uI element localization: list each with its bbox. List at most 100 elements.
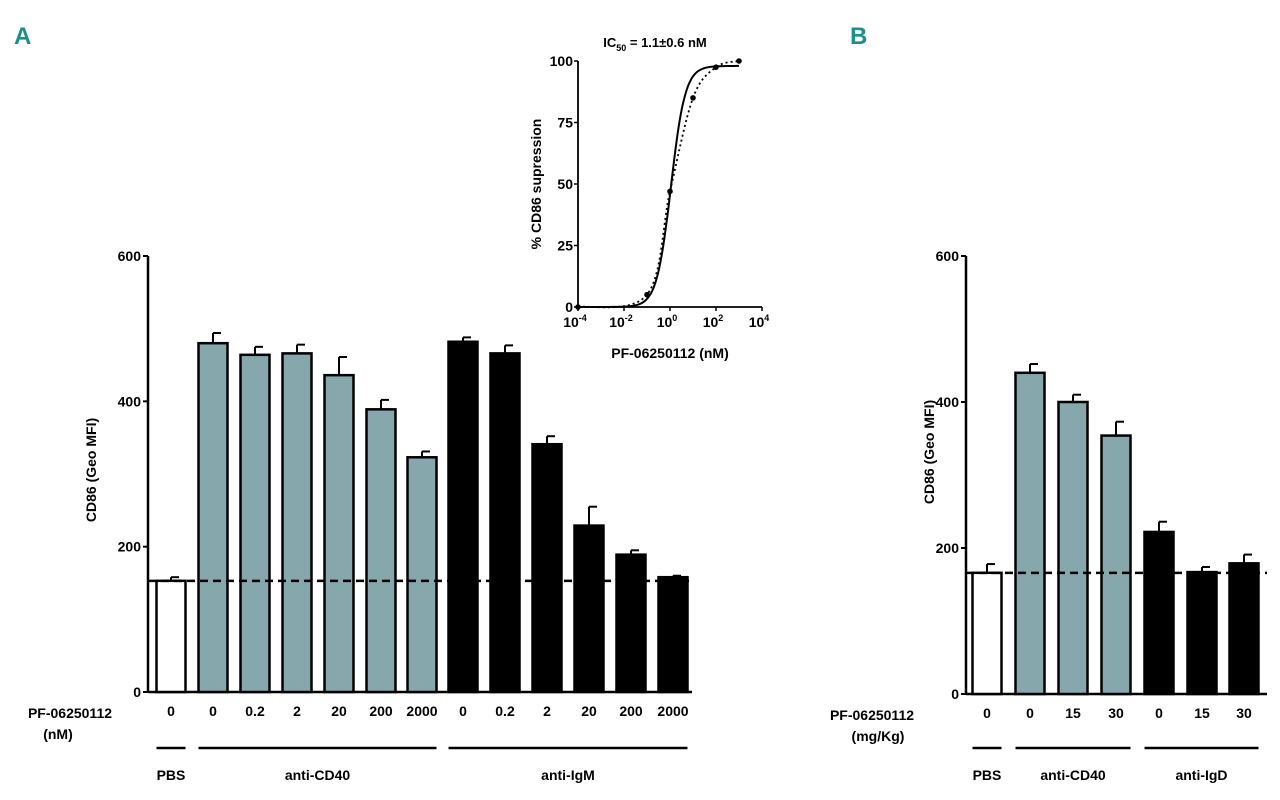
x-axis-label-unit: (nM) — [43, 726, 73, 742]
y-tick-label: 200 — [118, 539, 142, 555]
x-tick-label: 0 — [983, 705, 991, 721]
y-tick-label: 600 — [118, 248, 142, 264]
group-label-anti-CD40: anti-CD40 — [1040, 767, 1106, 783]
x-tick-label: 20 — [581, 703, 597, 719]
inset-x-tick-label: 100 — [657, 313, 678, 330]
x-tick-label: 2000 — [657, 703, 688, 719]
bar-anti-CD40-2000 — [406, 456, 438, 694]
y-tick-label: 600 — [936, 248, 960, 264]
tick-exponent: 2 — [718, 313, 723, 323]
x-tick-label: 2000 — [406, 703, 437, 719]
tick-base: 10 — [657, 314, 673, 330]
group-label-PBS: PBS — [973, 767, 1002, 783]
inset-title-part: 50 — [616, 43, 626, 53]
inset-title: IC50 = 1.1±0.6 nM — [603, 35, 707, 53]
x-tick-label: 0.2 — [245, 703, 265, 719]
x-tick-label: 30 — [1236, 705, 1252, 721]
y-axis-label: CD86 (Geo MFI) — [921, 400, 937, 504]
x-tick-label: 20 — [331, 703, 347, 719]
x-tick-label: 2 — [543, 703, 551, 719]
inset-data-point — [644, 291, 650, 298]
bar-anti-CD40-2 — [281, 352, 313, 694]
inset-x-tick-label: 104 — [749, 313, 770, 330]
y-tick-label: 400 — [118, 393, 142, 409]
group-label-PBS: PBS — [157, 767, 186, 783]
inset-y-tick-label: 50 — [557, 176, 573, 192]
panel-letter-a: A — [14, 23, 31, 50]
y-tick-label: 200 — [936, 540, 960, 556]
inset-fit-curve — [578, 64, 739, 308]
inset-dotted-trend — [577, 60, 740, 309]
group-label-anti-IgM: anti-IgM — [541, 767, 595, 783]
bar-anti-CD40-20 — [323, 373, 355, 694]
x-tick-label: 0 — [167, 703, 175, 719]
tick-base: 10 — [703, 314, 719, 330]
inset-y-tick-label: 75 — [557, 115, 573, 131]
x-axis-label: PF-06250112 — [28, 705, 112, 721]
inset-data-point — [575, 304, 581, 310]
bar-anti-IgD-15 — [1186, 570, 1218, 696]
panel-letter-b: B — [850, 23, 867, 50]
tick-base: 10 — [749, 314, 765, 330]
inset-title-part: IC — [603, 35, 617, 50]
y-axis-label: CD86 (Geo MFI) — [83, 418, 99, 522]
x-tick-label: 15 — [1065, 705, 1081, 721]
bar-anti-CD40-30 — [1100, 434, 1132, 696]
bar-PBS-0 — [155, 579, 187, 694]
x-tick-label: 200 — [619, 703, 643, 719]
x-tick-label: 15 — [1194, 705, 1210, 721]
group-label-anti-CD40: anti-CD40 — [285, 767, 351, 783]
y-tick-label: 400 — [936, 394, 960, 410]
inset-data-point — [667, 188, 673, 195]
y-tick-label: 0 — [951, 686, 959, 702]
group-label-anti-IgD: anti-IgD — [1175, 767, 1227, 783]
inset-y-tick-label: 0 — [565, 299, 573, 315]
x-tick-label: 30 — [1108, 705, 1124, 721]
bar-anti-CD40-200 — [365, 408, 397, 694]
bar-anti-IgM-0 — [447, 340, 479, 694]
inset-x-tick-label: 10-2 — [609, 313, 633, 330]
bar-anti-CD40-0.2 — [239, 353, 271, 694]
x-tick-label: 0 — [459, 703, 467, 719]
bar-anti-IgD-30 — [1228, 562, 1260, 696]
x-axis-label: PF-06250112 — [830, 707, 914, 723]
inset-y-tick-label: 25 — [557, 238, 573, 254]
inset-data-point — [690, 95, 696, 101]
inset-x-axis-label: PF-06250112 (nM) — [611, 345, 729, 361]
bar-anti-CD40-15 — [1057, 400, 1089, 696]
tick-exponent: -4 — [579, 313, 587, 323]
bar-anti-IgM-20 — [573, 524, 605, 694]
bar-anti-IgD-0 — [1143, 530, 1175, 696]
x-tick-label: 0.2 — [495, 703, 515, 719]
tick-exponent: 4 — [764, 313, 769, 323]
panel-b-bar-chart: 0 200 400 600 CD86 (Geo MFI) PF-06250112 (mg/K… — [830, 248, 1267, 783]
tick-base: 10 — [563, 314, 579, 330]
bar-anti-IgM-200 — [615, 553, 647, 694]
bar-anti-CD40-0 — [197, 341, 229, 694]
x-tick-label: 200 — [369, 703, 393, 719]
bar-anti-IgM-0.2 — [489, 352, 521, 694]
inset-data-point — [713, 64, 719, 70]
x-tick-label: 0 — [209, 703, 217, 719]
tick-exponent: -2 — [625, 313, 633, 323]
inset-x-tick-label: 10-4 — [563, 313, 587, 330]
x-tick-label: 2 — [293, 703, 301, 719]
bar-anti-IgM-2 — [531, 442, 563, 694]
inset-y-tick-label: 100 — [550, 53, 574, 69]
inset-y-axis-label: % CD86 supression — [528, 119, 544, 250]
y-tick-label: 0 — [133, 684, 141, 700]
bar-PBS-0 — [971, 571, 1003, 696]
inset-title-part: = 1.1±0.6 nM — [626, 35, 706, 50]
bar-anti-IgM-2000 — [657, 575, 689, 694]
x-tick-label: 0 — [1026, 705, 1034, 721]
inset-x-tick-label: 102 — [703, 313, 724, 330]
x-axis-label-unit: (mg/Kg) — [852, 728, 905, 744]
tick-exponent: 0 — [672, 313, 677, 323]
x-tick-label: 0 — [1155, 705, 1163, 721]
inset-data-point — [736, 58, 742, 64]
bar-anti-CD40-0 — [1014, 371, 1046, 696]
tick-base: 10 — [609, 314, 625, 330]
